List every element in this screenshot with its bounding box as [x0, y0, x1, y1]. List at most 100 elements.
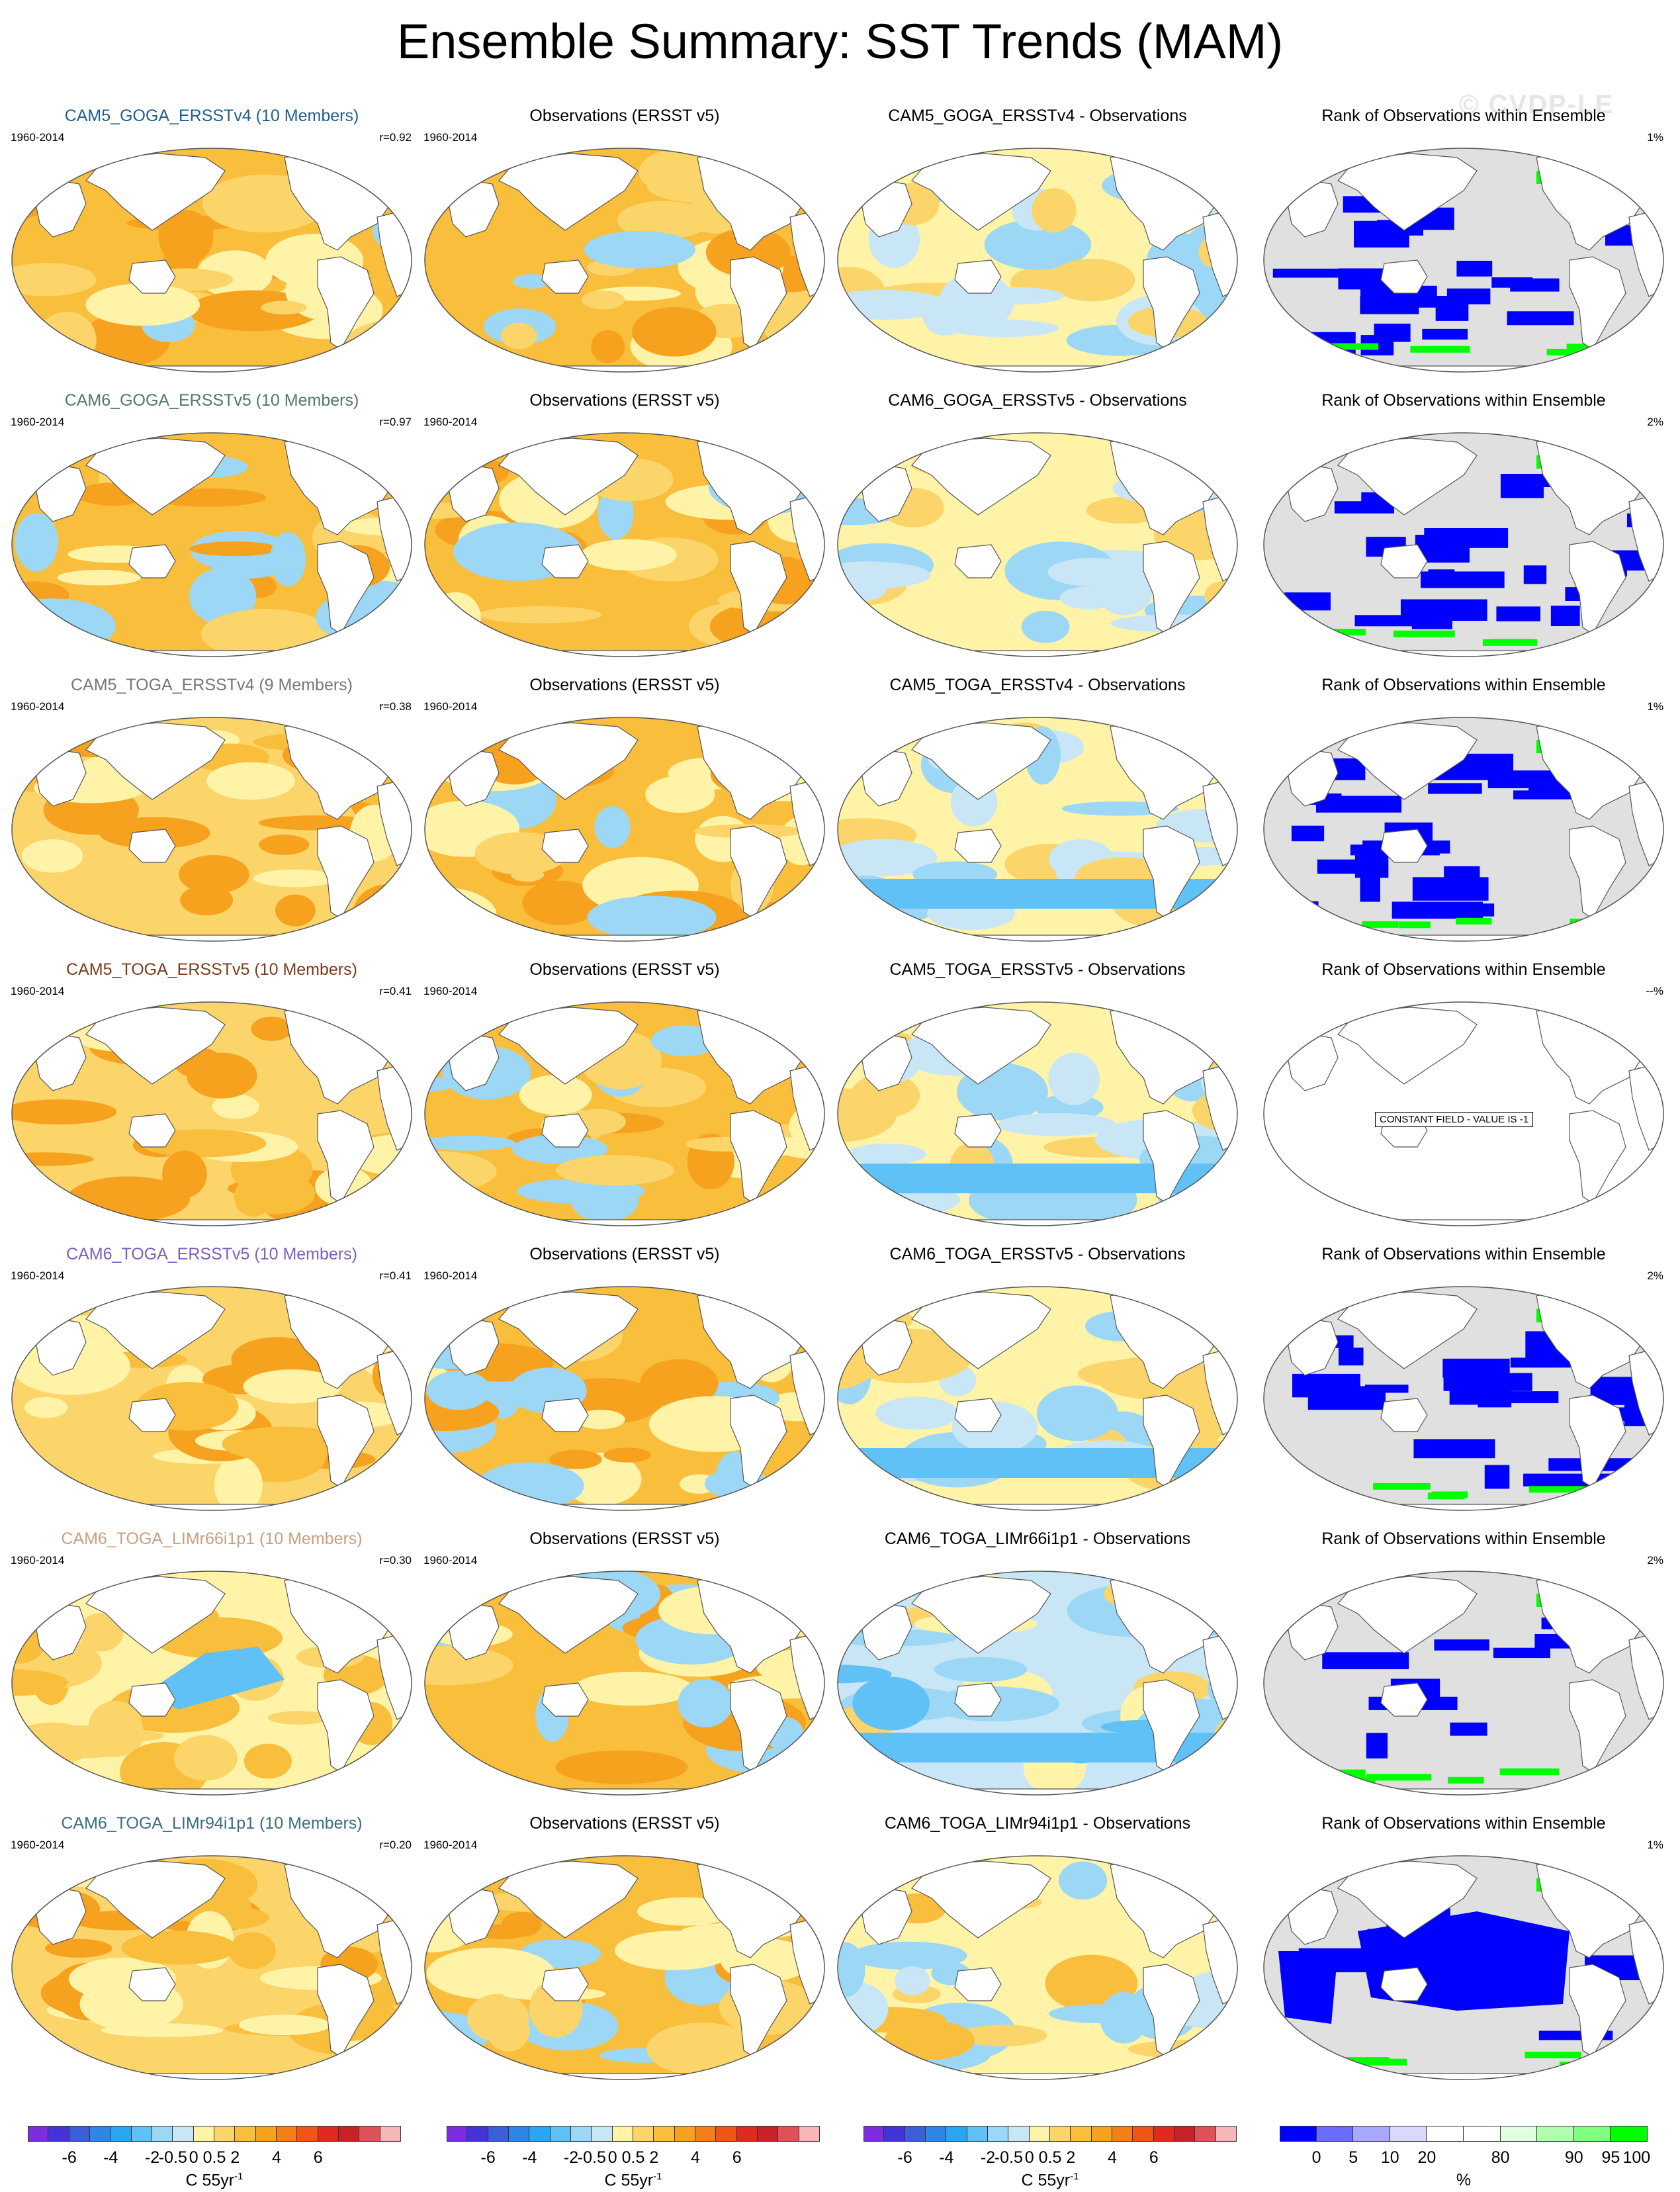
field-blob [78, 1613, 124, 1652]
field-blob [267, 1711, 330, 1725]
continent-outline [59, 935, 365, 942]
continent-outline [1337, 1860, 1478, 1939]
rank-region-high [1525, 2051, 1581, 2058]
continent-outline [472, 1788, 777, 1796]
colorbar-tick-label: 0.5 [1038, 2148, 1062, 2167]
panel-title: Observations (ERSST v5) [529, 1245, 720, 1263]
rank-region [1450, 1722, 1487, 1736]
rank-panel: Rank of Observations within Ensemble 2% [1259, 1244, 1669, 1516]
model-panel: CAM5_GOGA_ERSSTv4 (10 Members) 1960-2014 r… [7, 106, 417, 377]
continent-outline [317, 1394, 375, 1488]
continent-outline [1380, 544, 1428, 578]
panel-title: CAM6_TOGA_ERSSTv5 - Observations [889, 1245, 1186, 1263]
rank-region-high [1329, 629, 1366, 636]
map-outline [837, 148, 1238, 373]
colorbar-swatch [1573, 2126, 1611, 2142]
continent-outline [1569, 1110, 1626, 1204]
map-outline [837, 1001, 1238, 1226]
field-blob [476, 1462, 584, 1510]
rank-region [1313, 1385, 1352, 1406]
field-blob [894, 1966, 930, 1995]
continent-outline [1337, 722, 1478, 800]
continent-outline [954, 1113, 1002, 1148]
colorbar-swatch [1280, 2126, 1317, 2142]
field-blob [884, 2020, 975, 2060]
panel-title: CAM5_GOGA_ERSSTv4 (10 Members) [64, 107, 359, 125]
field-blob [580, 539, 678, 571]
continent-outline [472, 1504, 777, 1511]
rank-region [1444, 866, 1480, 880]
continent-outline [954, 1967, 1002, 2001]
field-blob [603, 1447, 652, 1463]
colorbar-swatch [778, 2126, 799, 2142]
field-blob [270, 531, 306, 586]
continent-outline [911, 153, 1051, 231]
field-blob [11, 469, 38, 491]
field-blob [251, 1017, 292, 1041]
colorbar-swatch [926, 2126, 947, 2142]
field-blob [1049, 2004, 1146, 2023]
difference-panel: CAM6_TOGA_LIMr94i1p1 - Observations [832, 1813, 1243, 2085]
field-blob [555, 1155, 675, 1186]
rank-region [1457, 1934, 1538, 1962]
rank-region [1374, 323, 1411, 342]
rank-colorbar: 0 5 10 20 80 90 95 100% [1280, 2126, 1650, 2192]
field-blob [837, 1088, 897, 1142]
continent-outline [730, 256, 787, 350]
map-outline [1263, 717, 1664, 942]
map-outline [837, 1855, 1238, 2080]
field-blob [513, 274, 550, 289]
colorbar-units: C 55yr-1 [185, 2171, 243, 2190]
rank-region-high [1410, 345, 1470, 353]
period-label: 1960-2014 [11, 416, 65, 428]
continent-outline [1569, 1394, 1626, 1488]
map-outline [424, 432, 825, 657]
colorbar-swatch [716, 2126, 737, 2142]
continent-outline [1337, 1291, 1478, 1369]
rank-region-high [1528, 1486, 1595, 1493]
continent-outline [954, 259, 1002, 294]
colorbar-swatch [277, 2126, 298, 2142]
rank-percent: 2% [1647, 416, 1663, 428]
colorbar-tick-label: -0.5 [158, 2148, 187, 2167]
panel-title: CAM5_TOGA_ERSSTv5 - Observations [889, 960, 1186, 979]
colorbar-tick-label: 80 [1491, 2148, 1510, 2167]
field-blob [501, 322, 537, 349]
panel-title: CAM5_GOGA_ERSSTv4 - Observations [888, 107, 1187, 125]
colorbar-tick-label: 0 [1311, 2148, 1321, 2167]
colorbar-swatch [467, 2126, 488, 2142]
observations-panel: Observations (ERSST v5) 1960-2014 [420, 1529, 830, 1800]
colorbar-tick-label: -2 [980, 2148, 996, 2167]
continent-outline [1143, 1679, 1200, 1773]
field-blob [502, 1911, 542, 1937]
continent-outline [730, 1110, 787, 1204]
colorbar-swatch [297, 2126, 318, 2142]
colorbar-swatch [1029, 2126, 1050, 2142]
continent-outline [85, 1860, 226, 1939]
field-blob [587, 895, 717, 939]
continent-outline [128, 1113, 176, 1148]
field-blob [11, 1722, 96, 1765]
rank-region [1507, 311, 1574, 326]
field-blob [426, 1370, 491, 1410]
colorbar-swatch [235, 2126, 256, 2142]
colorbar-swatch [633, 2126, 654, 2142]
continent-outline [1311, 650, 1616, 657]
field-blob [591, 330, 625, 363]
rank-panel: Rank of Observations within Ensemble 1% [1259, 1813, 1669, 2085]
panel-title: CAM6_GOGA_ERSSTv5 (10 Members) [64, 391, 359, 410]
continent-outline [885, 2073, 1190, 2080]
continent-outline [1337, 153, 1478, 231]
field-blob [614, 1931, 734, 1970]
period-label: 1960-2014 [423, 1269, 478, 1282]
model-panel: CAM6_TOGA_LIMr66i1p1 (10 Members) 1960-20… [7, 1529, 417, 1800]
field-blob [1036, 1385, 1118, 1441]
colorbar-tick-label: 0 [1024, 2148, 1034, 2167]
continent-outline [1143, 1394, 1200, 1488]
panel-title: CAM5_TOGA_ERSSTv4 (9 Members) [70, 676, 353, 694]
panel-title: CAM6_GOGA_ERSSTv5 - Observations [888, 391, 1187, 410]
field-blob [189, 541, 280, 557]
field-blob [187, 1052, 257, 1099]
colorbar-swatch [1174, 2126, 1196, 2142]
continent-outline [730, 825, 787, 919]
